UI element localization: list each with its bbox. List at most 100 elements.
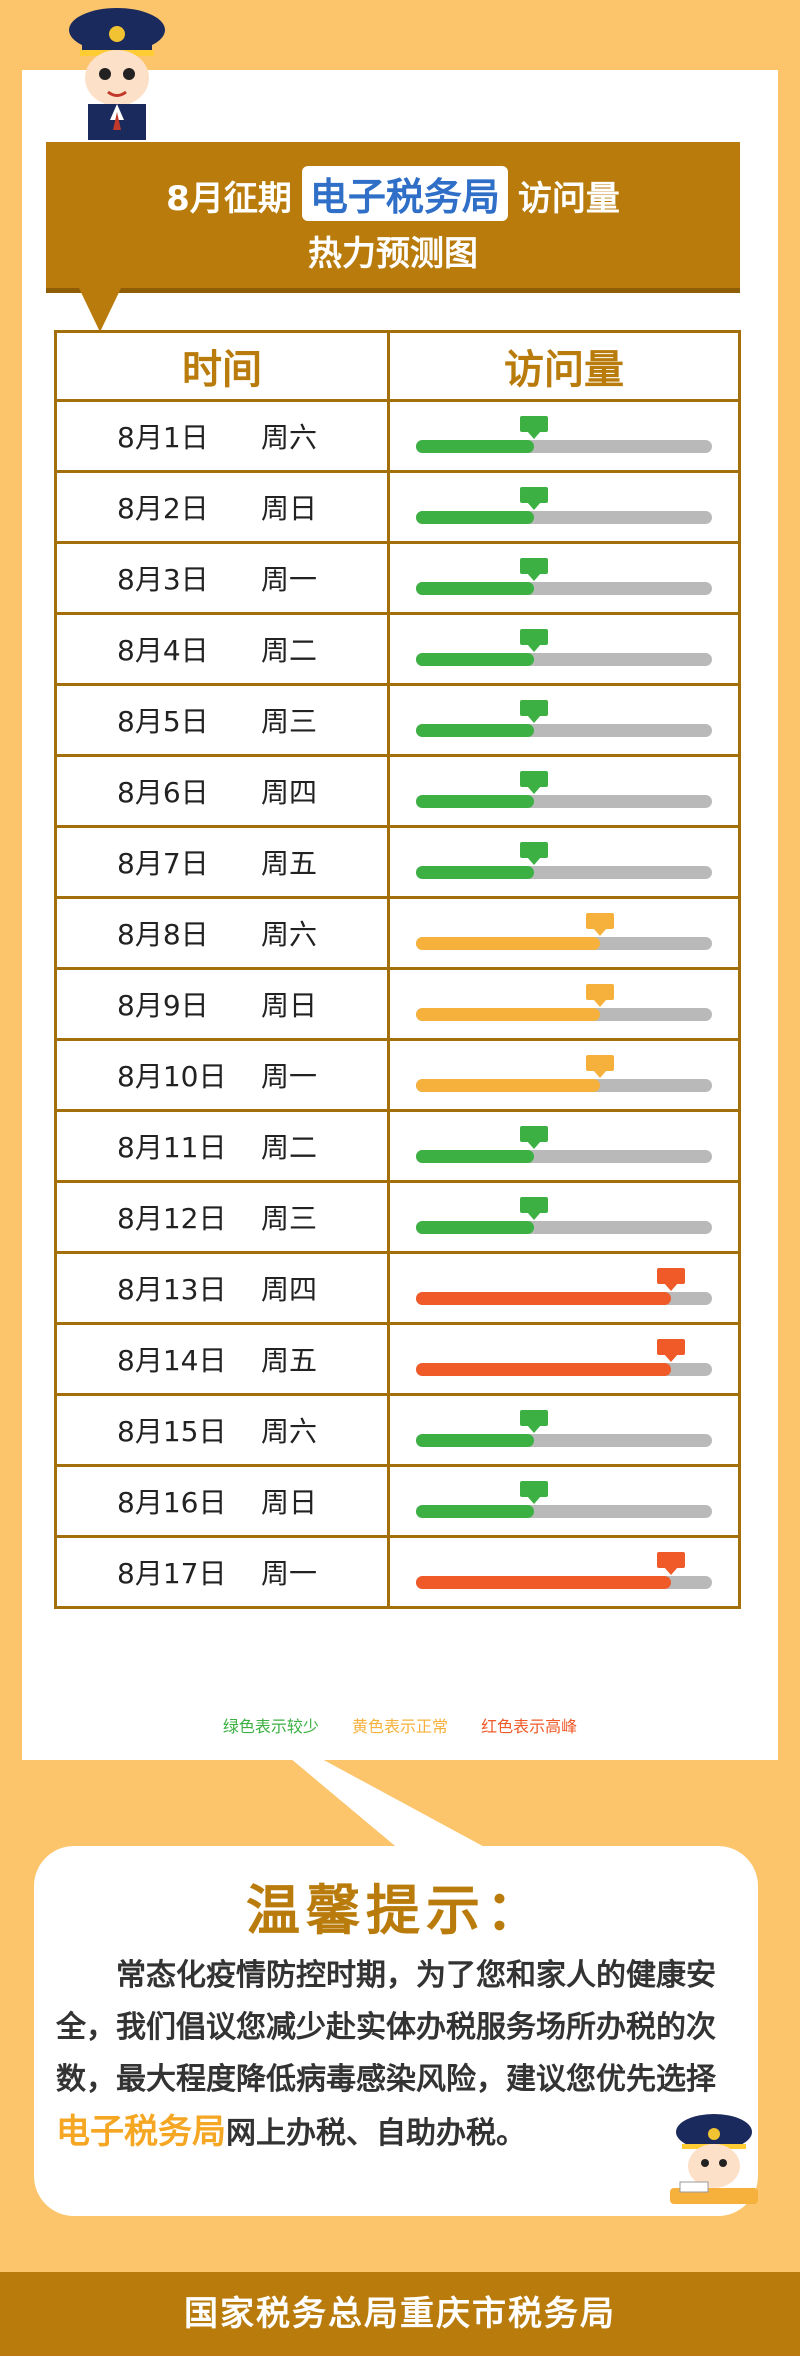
title-banner: 8月征期 电子税务局 访问量 热力预测图 (46, 142, 740, 288)
visits-marker-icon (585, 984, 614, 1000)
visits-marker-icon (520, 1126, 549, 1142)
table-row: 8月14日 周五 (54, 1322, 741, 1396)
visits-marker-icon (520, 842, 549, 858)
visits-marker-tip (527, 1425, 542, 1433)
title-prefix: 8月征期 (166, 179, 292, 219)
visits-cell (387, 470, 741, 544)
visits-bar-fill (416, 1221, 535, 1234)
visits-cell (387, 754, 741, 828)
visits-marker-tip (592, 1070, 607, 1078)
visits-bar-fill (416, 1150, 535, 1163)
date-label: 8月7日 (117, 847, 209, 880)
date-cell: 8月3日 周一 (54, 541, 390, 615)
visits-bar-fill (416, 724, 535, 737)
table-row: 8月7日 周五 (54, 825, 741, 899)
heat-table-body: 8月1日 周六 8月2日 周日 8月3日 周一 8月4日 周二 8月5日 周三 8月6日 周四 8月7日… (54, 399, 741, 1609)
tip-body: 常态化疫情防控时期，为了您和家人的健康安全，我们倡议您减少赴实体办税服务场所办税… (56, 1950, 746, 2160)
visits-marker-tip (527, 1496, 542, 1504)
table-row: 8月10日 周一 (54, 1038, 741, 1112)
visits-cell (387, 1393, 741, 1467)
visits-marker-icon (520, 558, 549, 574)
visits-bar-fill (416, 582, 535, 595)
table-row: 8月15日 周六 (54, 1393, 741, 1467)
visits-marker-tip (527, 857, 542, 865)
header-time: 时间 (54, 330, 390, 402)
title-banner-tail (78, 286, 122, 332)
visits-bar-fill (416, 1079, 600, 1092)
visits-bar-track (416, 1434, 712, 1447)
visits-cell (387, 1180, 741, 1254)
date-label: 8月13日 (117, 1273, 227, 1306)
visits-bar-fill (416, 1008, 600, 1021)
visits-marker-icon (656, 1268, 685, 1284)
table-row: 8月9日 周日 (54, 967, 741, 1041)
date-label: 8月3日 (117, 563, 209, 596)
date-label: 8月15日 (117, 1415, 227, 1448)
weekday-label: 周四 (261, 1273, 318, 1306)
visits-bar-fill (416, 866, 535, 879)
visits-bar-fill (416, 653, 535, 666)
weekday-label: 周三 (261, 705, 318, 738)
table-row: 8月17日 周一 (54, 1535, 741, 1609)
visits-marker-tip (527, 1141, 542, 1149)
visits-bar-fill (416, 795, 535, 808)
tip-body-part2: 网上办税、自助办税。 (226, 2116, 526, 2151)
legend-red: 红色表示高峰 (481, 1717, 578, 1736)
visits-bar-track (416, 511, 712, 524)
visits-marker-tip (663, 1567, 678, 1575)
visits-bar-fill (416, 511, 535, 524)
visits-marker-icon (520, 1410, 549, 1426)
visits-cell (387, 683, 741, 757)
table-row: 8月8日 周六 (54, 896, 741, 970)
visits-marker-tip (663, 1354, 678, 1362)
visits-bar-track (416, 653, 712, 666)
tip-title: 温馨提示： (246, 1879, 546, 1942)
visits-bar-track (416, 1008, 712, 1021)
weekday-label: 周一 (261, 1557, 318, 1590)
visits-bar-track (416, 582, 712, 595)
visits-marker-tip (527, 431, 542, 439)
date-label: 8月14日 (117, 1344, 227, 1377)
date-label: 8月11日 (117, 1131, 227, 1164)
weekday-label: 周五 (261, 847, 318, 880)
weekday-label: 周一 (261, 563, 318, 596)
visits-marker-icon (656, 1552, 685, 1568)
date-label: 8月8日 (117, 918, 209, 951)
tax-officer-mascot-icon (69, 8, 165, 140)
table-row: 8月11日 周二 (54, 1109, 741, 1183)
date-label: 8月12日 (117, 1202, 227, 1235)
weekday-label: 周六 (261, 421, 318, 454)
visits-bar-track (416, 937, 712, 950)
visits-cell (387, 1464, 741, 1538)
visits-cell (387, 1038, 741, 1112)
visits-cell (387, 1535, 741, 1609)
visits-bar-fill (416, 1576, 671, 1589)
visits-marker-tip (527, 644, 542, 652)
visits-marker-tip (527, 786, 542, 794)
visits-bar-track (416, 1150, 712, 1163)
visits-cell (387, 1251, 741, 1325)
table-row: 8月3日 周一 (54, 541, 741, 615)
visits-bar-track (416, 1576, 712, 1589)
weekday-label: 周三 (261, 1202, 318, 1235)
visits-cell (387, 399, 741, 473)
legend: 绿色表示较少 黄色表示正常 红色表示高峰 (0, 1713, 800, 1737)
date-cell: 8月7日 周五 (54, 825, 390, 899)
visits-marker-icon (520, 416, 549, 432)
table-row: 8月16日 周日 (54, 1464, 741, 1538)
date-label: 8月5日 (117, 705, 209, 738)
table-row: 8月12日 周三 (54, 1180, 741, 1254)
visits-marker-icon (585, 913, 614, 929)
date-label: 8月17日 (117, 1557, 227, 1590)
speech-bubble-tail (290, 1758, 490, 1850)
table-row: 8月4日 周二 (54, 612, 741, 686)
footer: 国家税务总局重庆市税务局 (0, 2272, 800, 2356)
date-cell: 8月15日 周六 (54, 1393, 390, 1467)
visits-marker-tip (592, 928, 607, 936)
weekday-label: 周五 (261, 1344, 318, 1377)
visits-cell (387, 896, 741, 970)
date-cell: 8月16日 周日 (54, 1464, 390, 1538)
visits-bar-track (416, 866, 712, 879)
visits-marker-icon (520, 487, 549, 503)
visits-marker-tip (527, 502, 542, 510)
